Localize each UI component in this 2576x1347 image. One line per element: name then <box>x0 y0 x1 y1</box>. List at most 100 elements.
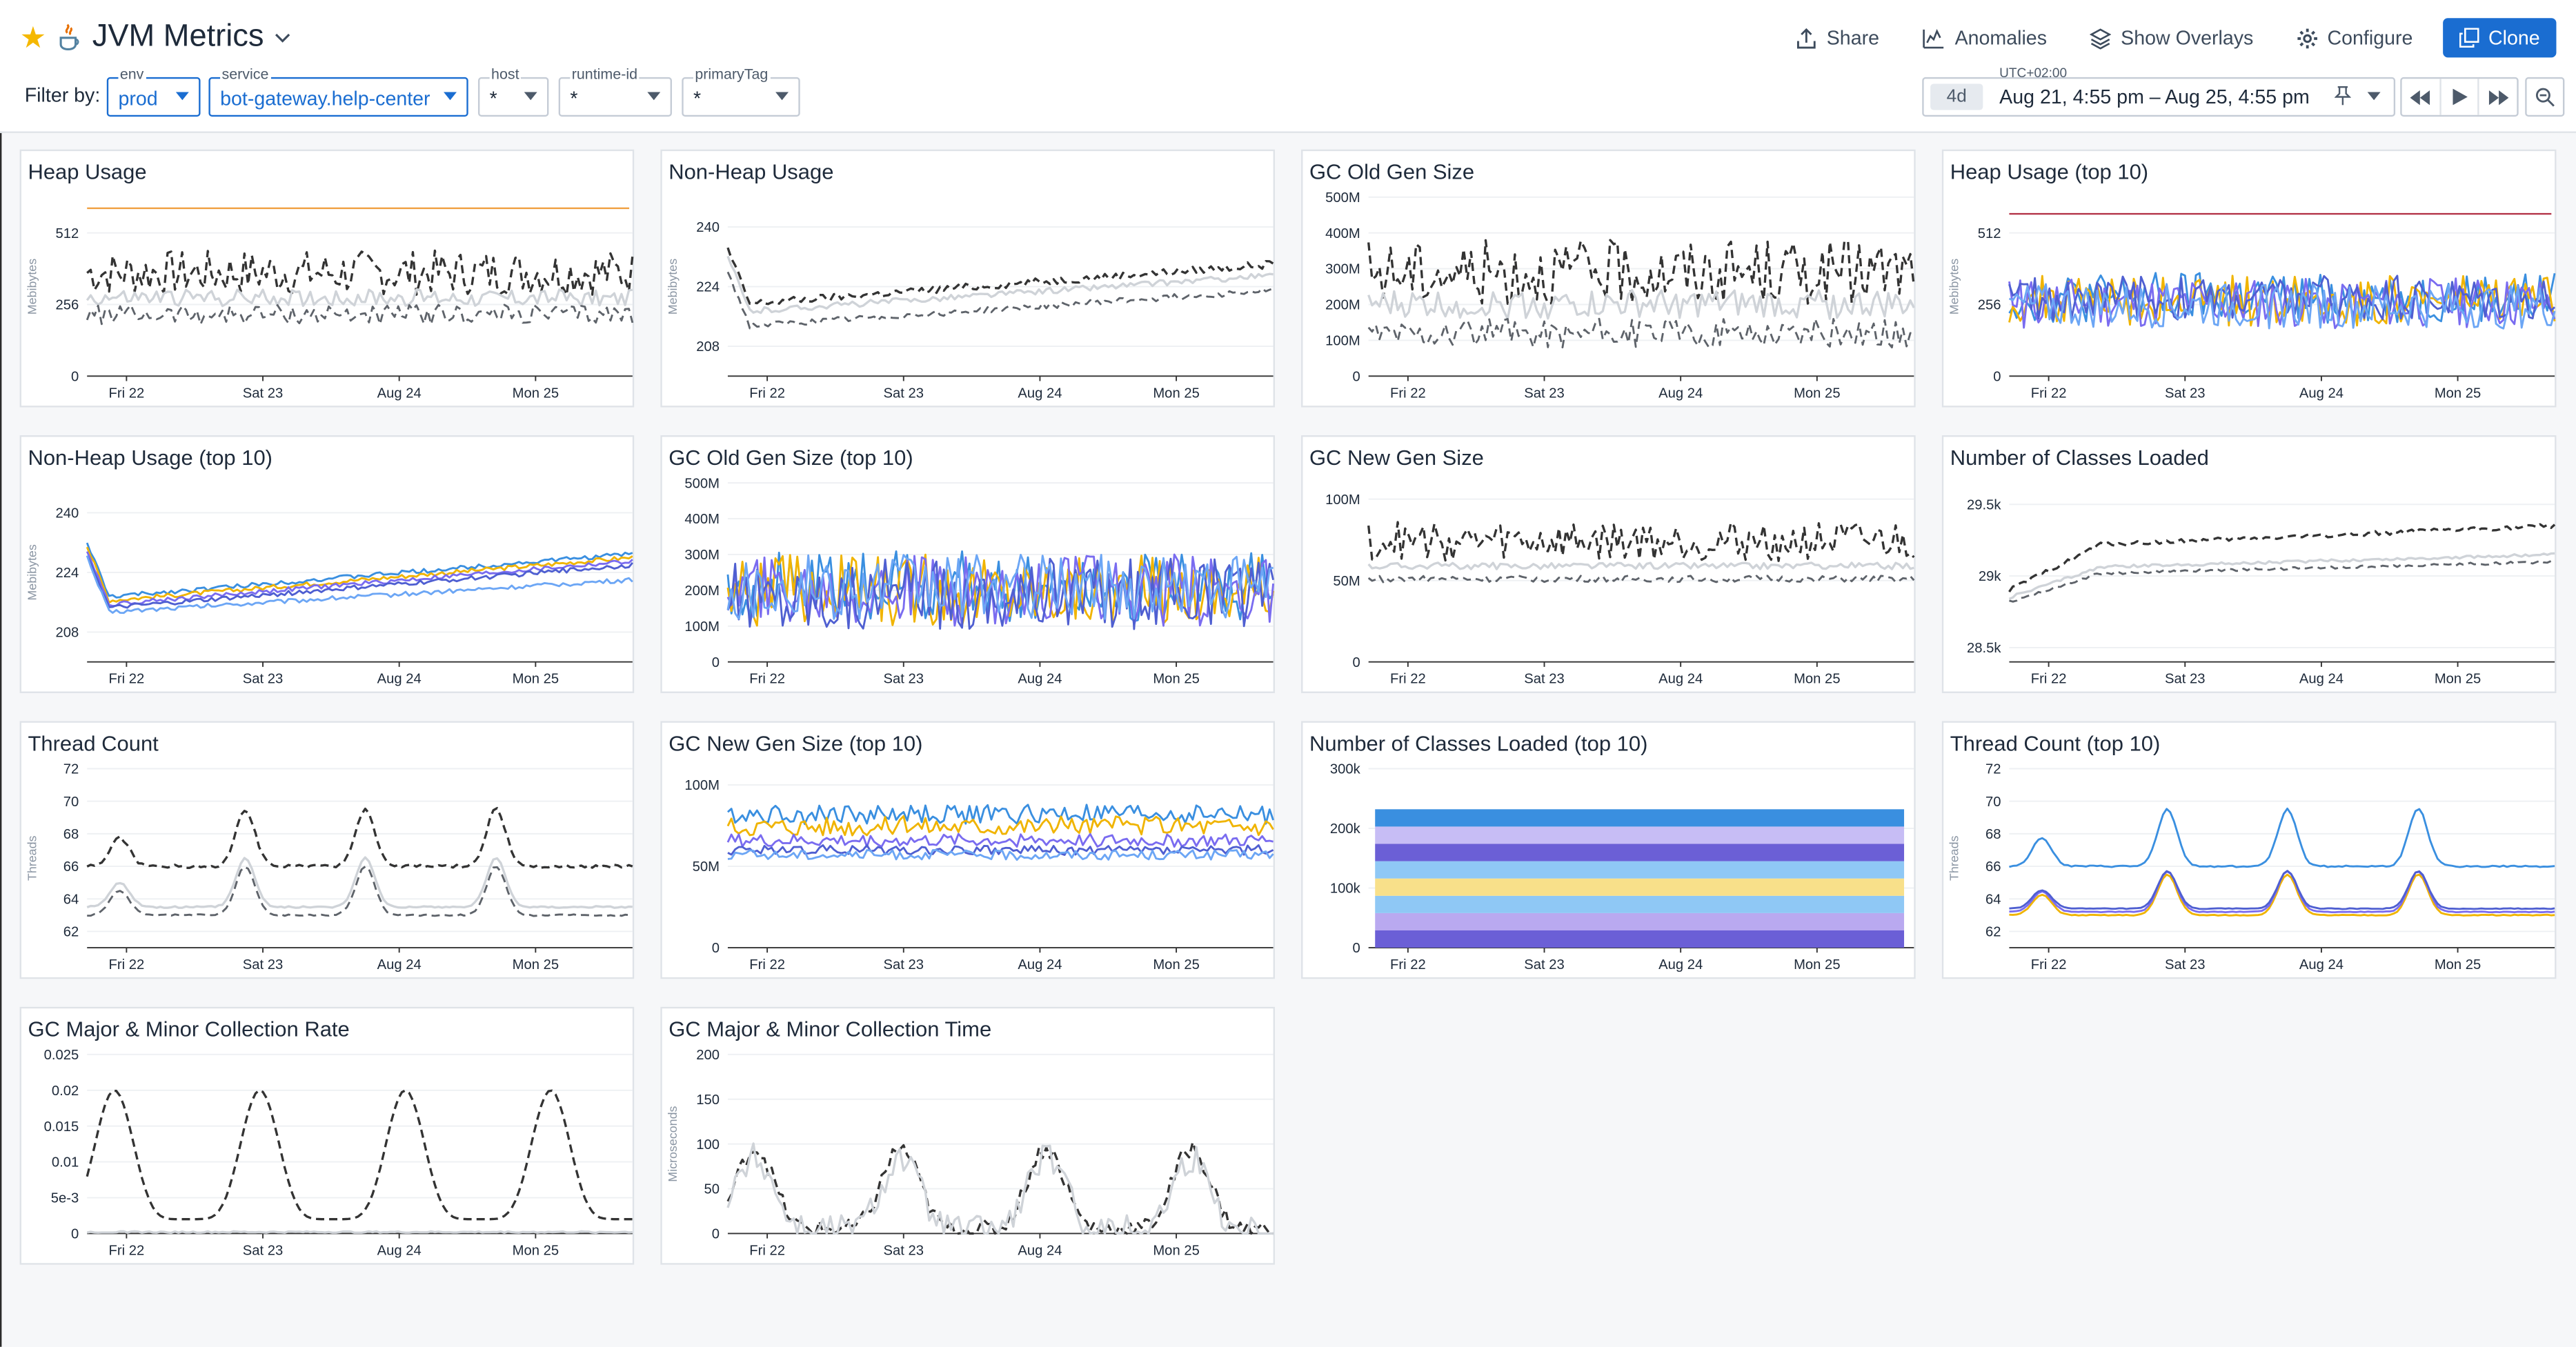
widget-thread-count-top10[interactable]: Thread Count (top 10) 62 64 66 68 70 72 Fri 22 S… <box>1941 721 2558 981</box>
gc-collection-rate-chart[interactable]: 0 5e-3 0.01 0.015 0.02 0.025 Fri 22 Sat 23 Aug 2… <box>21 1008 636 1266</box>
y-tick-label: 0 <box>1353 941 1360 956</box>
time-range-picker[interactable]: 4d Aug 21, 4:55 pm – Aug 25, 4:55 pm <box>1922 77 2396 117</box>
gc-new-gen-size-chart[interactable]: 0 50M 100M Fri 22 Sat 23 Aug 24 Mon 25 <box>1302 437 1917 695</box>
y-tick-label: 0 <box>712 655 720 670</box>
area-band-c8 <box>1375 809 1905 827</box>
widget-gc-new-gen-size-top10[interactable]: GC New Gen Size (top 10) 0 50M 100M Fri 22 Sa… <box>660 721 1275 979</box>
y-tick-label: 400M <box>684 512 720 527</box>
gc-collection-time-chart[interactable]: 0 50 100 150 200 Fri 22 Sat 23 Aug 24 Mon 25 Micr… <box>662 1008 1277 1266</box>
rewind-button[interactable] <box>2402 79 2441 115</box>
title-chevron-down-icon[interactable] <box>274 30 290 46</box>
widget-classes-loaded-top10[interactable]: Number of Classes Loaded (top 10) 0 100k 20… <box>1301 721 1916 979</box>
y-tick-label: 0 <box>71 369 79 384</box>
area-band-c4 <box>1375 878 1905 896</box>
magnifier-icon <box>2535 88 2555 107</box>
x-tick-label: Sat 23 <box>1524 672 1565 687</box>
classes-loaded-top10-chart[interactable]: 0 100k 200k 300k Fri 22 Sat 23 Aug 24 Mon 25 <box>1302 723 1917 981</box>
heap-usage-top10-chart[interactable]: 0 256 512 Fri 22 Sat 23 Aug 24 Mon 25 Mebibytes <box>1943 151 2558 409</box>
clone-button[interactable]: Clone <box>2442 18 2557 58</box>
x-tick-label: Fri 22 <box>749 957 785 972</box>
gc-old-gen-size-top10-chart[interactable]: 0 100M 200M 300M 400M 500M Fri 22 Sat 23 Aug 24 M… <box>662 437 1277 695</box>
y-tick-label: 208 <box>696 339 720 355</box>
x-tick-label: Mon 25 <box>1794 957 1841 972</box>
fast-forward-button[interactable] <box>2479 79 2517 114</box>
x-tick-label: Fri 22 <box>2031 386 2067 401</box>
env-filter-value: prod <box>118 87 158 110</box>
widget-non-heap-usage[interactable]: Non-Heap Usage 208 224 240 Fri 22 Sat 23 Aug 2… <box>660 149 1277 409</box>
primarytag-filter-value: * <box>693 87 702 110</box>
x-tick-label: Sat 23 <box>884 672 924 687</box>
widget-title: GC Major & Minor Collection Rate <box>28 1017 350 1041</box>
env-filter-key: env <box>118 66 146 83</box>
filter-by-label: Filter by: <box>24 83 101 107</box>
non-heap-usage-top10-chart[interactable]: 208 224 240 Fri 22 Sat 23 Aug 24 Mon 25 Mebibyt… <box>21 437 636 695</box>
host-filter-value: * <box>489 87 497 110</box>
y-tick-label: 66 <box>1985 859 2001 875</box>
x-tick-label: Aug 24 <box>1658 957 1703 972</box>
runtime-id-filter[interactable]: runtime-id * <box>558 66 672 117</box>
series-line-o3 <box>726 553 1275 627</box>
widget-non-heap-usage-top10[interactable]: Non-Heap Usage (top 10) 208 224 240 Fri 22 Sa… <box>19 435 636 695</box>
gc-new-gen-size-top10-chart[interactable]: 0 50M 100M Fri 22 Sat 23 Aug 24 Mon 25 <box>662 723 1277 981</box>
clone-label: Clone <box>2488 26 2540 50</box>
pin-icon[interactable] <box>2334 86 2351 106</box>
show-overlays-button[interactable]: Show Overlays <box>2089 26 2253 49</box>
series-line-n4 <box>86 555 633 609</box>
env-filter[interactable]: env prod <box>106 66 201 117</box>
y-tick-label: 300M <box>684 548 720 563</box>
non-heap-usage-chart[interactable]: 208 224 240 Fri 22 Sat 23 Aug 24 Mon 25 Mebibyt… <box>662 151 1277 409</box>
configure-button[interactable]: Configure <box>2296 26 2412 49</box>
y-axis-label: Microseconds <box>666 1106 680 1181</box>
primarytag-filter[interactable]: primaryTag * <box>682 66 800 117</box>
widget-gc-new-gen-size[interactable]: GC New Gen Size 0 50M 100M Fri 22 Sat 23 Aug 2… <box>1301 435 1916 693</box>
x-tick-label: Aug 24 <box>377 1243 422 1258</box>
x-tick-label: Sat 23 <box>243 957 284 972</box>
timezone-label: UTC+02:00 <box>1999 66 2068 81</box>
widget-gc-collection-rate[interactable]: GC Major & Minor Collection Rate 0 5e-3 0.0… <box>19 1006 636 1266</box>
series-line-g2 <box>726 815 1274 837</box>
widget-gc-old-gen-size[interactable]: GC Old Gen Size 0 100M 200M 300M 400M 500M Fri … <box>1301 149 1917 409</box>
classes-loaded-chart[interactable]: 28.5k 29k 29.5k Fri 22 Sat 23 Aug 24 Mon 25 <box>1943 437 2558 695</box>
widget-classes-loaded[interactable]: Number of Classes Loaded 28.5k 29k 29.5k Fri… <box>1941 435 2558 695</box>
y-tick-label: 240 <box>696 220 720 235</box>
x-tick-label: Mon 25 <box>513 672 559 687</box>
favorite-star-icon[interactable]: ★ <box>19 20 47 54</box>
service-filter[interactable]: service bot-gateway.help-center <box>208 66 468 117</box>
widget-gc-old-gen-size-top10[interactable]: GC Old Gen Size (top 10) 0 100M 200M 300M 400… <box>660 435 1275 693</box>
y-tick-label: 72 <box>1985 762 2001 777</box>
gc-old-gen-size-chart[interactable]: 0 100M 200M 300M 400M 500M Fri 22 Sat 23 Aug 24 M… <box>1302 151 1917 409</box>
y-tick-label: 0 <box>1993 369 2001 384</box>
widget-thread-count[interactable]: Thread Count 62 64 66 68 70 72 Fri 22 Sat 23 Aug … <box>19 721 636 981</box>
y-tick-label: 29k <box>1979 569 2002 584</box>
widget-gc-collection-time[interactable]: GC Major & Minor Collection Time 0 50 100 15… <box>660 1006 1277 1266</box>
y-tick-label: 70 <box>63 795 79 810</box>
host-filter[interactable]: host * <box>477 66 549 117</box>
y-tick-label: 62 <box>1985 925 2001 940</box>
series-line-max <box>86 806 633 869</box>
y-tick-label: 300M <box>1325 262 1360 277</box>
widget-title: Non-Heap Usage (top 10) <box>28 445 273 470</box>
x-tick-label: Mon 25 <box>2435 386 2481 401</box>
widget-heap-usage-top10[interactable]: Heap Usage (top 10) 0 256 512 Fri 22 Sat 23 Au… <box>1941 149 2558 409</box>
x-tick-label: Mon 25 <box>2435 672 2481 687</box>
x-tick-label: Aug 24 <box>2299 672 2344 687</box>
play-button[interactable] <box>2441 79 2480 115</box>
x-tick-label: Fri 22 <box>749 386 785 401</box>
anomalies-button[interactable]: Anomalies <box>1922 26 2047 49</box>
heap-usage-chart[interactable]: 0 256 512 Fri 22 Sat 23 Aug 24 Mon 25 Mebibytes <box>21 151 636 409</box>
zoom-out-button[interactable] <box>2525 77 2565 117</box>
y-tick-label: 0 <box>1353 369 1360 384</box>
y-tick-label: 100 <box>696 1137 720 1153</box>
series-line-n1 <box>86 542 633 599</box>
x-tick-label: Mon 25 <box>2435 957 2481 972</box>
series-line-min <box>726 271 1274 330</box>
y-tick-label: 240 <box>56 506 79 521</box>
y-axis-label: Mebibytes <box>666 259 680 315</box>
chevron-down-icon[interactable] <box>2367 92 2381 101</box>
chevron-down-icon <box>175 92 189 101</box>
y-tick-label: 100M <box>684 619 720 635</box>
widget-heap-usage[interactable]: Heap Usage 0 256 512 Fri 22 Sat 23 Aug 24 Mon 2… <box>19 149 636 409</box>
share-button[interactable]: Share <box>1795 26 1879 49</box>
